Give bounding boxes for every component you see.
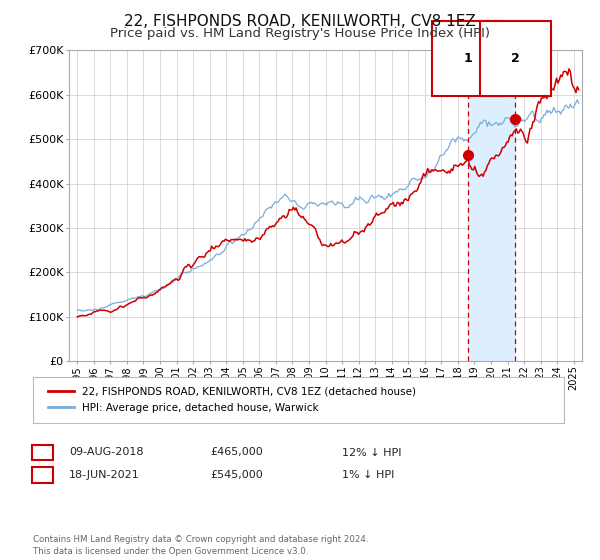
Text: £545,000: £545,000	[210, 470, 263, 480]
Bar	[468, 50, 515, 361]
Text: 2: 2	[511, 52, 520, 65]
Text: 22, FISHPONDS ROAD, KENILWORTH, CV8 1EZ: 22, FISHPONDS ROAD, KENILWORTH, CV8 1EZ	[124, 14, 476, 29]
Text: 1: 1	[463, 52, 472, 65]
Text: 1: 1	[39, 446, 46, 459]
Text: Price paid vs. HM Land Registry's House Price Index (HPI): Price paid vs. HM Land Registry's House …	[110, 27, 490, 40]
Text: 1% ↓ HPI: 1% ↓ HPI	[342, 470, 394, 480]
Text: 09-AUG-2018: 09-AUG-2018	[69, 447, 143, 458]
Text: £465,000: £465,000	[210, 447, 263, 458]
Text: Contains HM Land Registry data © Crown copyright and database right 2024.
This d: Contains HM Land Registry data © Crown c…	[33, 535, 368, 556]
Legend: 22, FISHPONDS ROAD, KENILWORTH, CV8 1EZ (detached house), HPI: Average price, de: 22, FISHPONDS ROAD, KENILWORTH, CV8 1EZ …	[44, 383, 420, 417]
Text: 18-JUN-2021: 18-JUN-2021	[69, 470, 140, 480]
Text: 12% ↓ HPI: 12% ↓ HPI	[342, 447, 401, 458]
Text: 2: 2	[39, 468, 46, 482]
